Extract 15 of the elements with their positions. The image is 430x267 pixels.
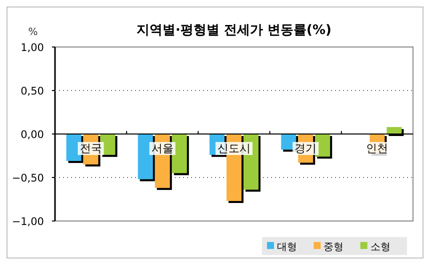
x-tick-label: 신도시: [218, 142, 250, 155]
x-tick-label: 인천: [366, 142, 388, 155]
y-tick-label: 0,50: [20, 86, 44, 98]
y-tick-label: 1,00: [20, 42, 44, 54]
x-tick-label: 전국: [80, 142, 102, 155]
legend-label: 대형: [277, 242, 297, 253]
y-tick-label: 0,00: [20, 129, 44, 141]
legend-label: 소형: [370, 242, 390, 253]
y-axis-title: %: [28, 27, 38, 38]
y-tick-label: −0,50: [12, 172, 44, 184]
legend-label: 중형: [324, 242, 344, 253]
x-tick-label: 서울: [151, 142, 174, 155]
y-tick-label: −1,00: [12, 216, 44, 228]
chart-title: 지역별·평형별 전세가 변동률(%): [136, 23, 332, 38]
x-tick-label: 경기: [294, 142, 317, 155]
